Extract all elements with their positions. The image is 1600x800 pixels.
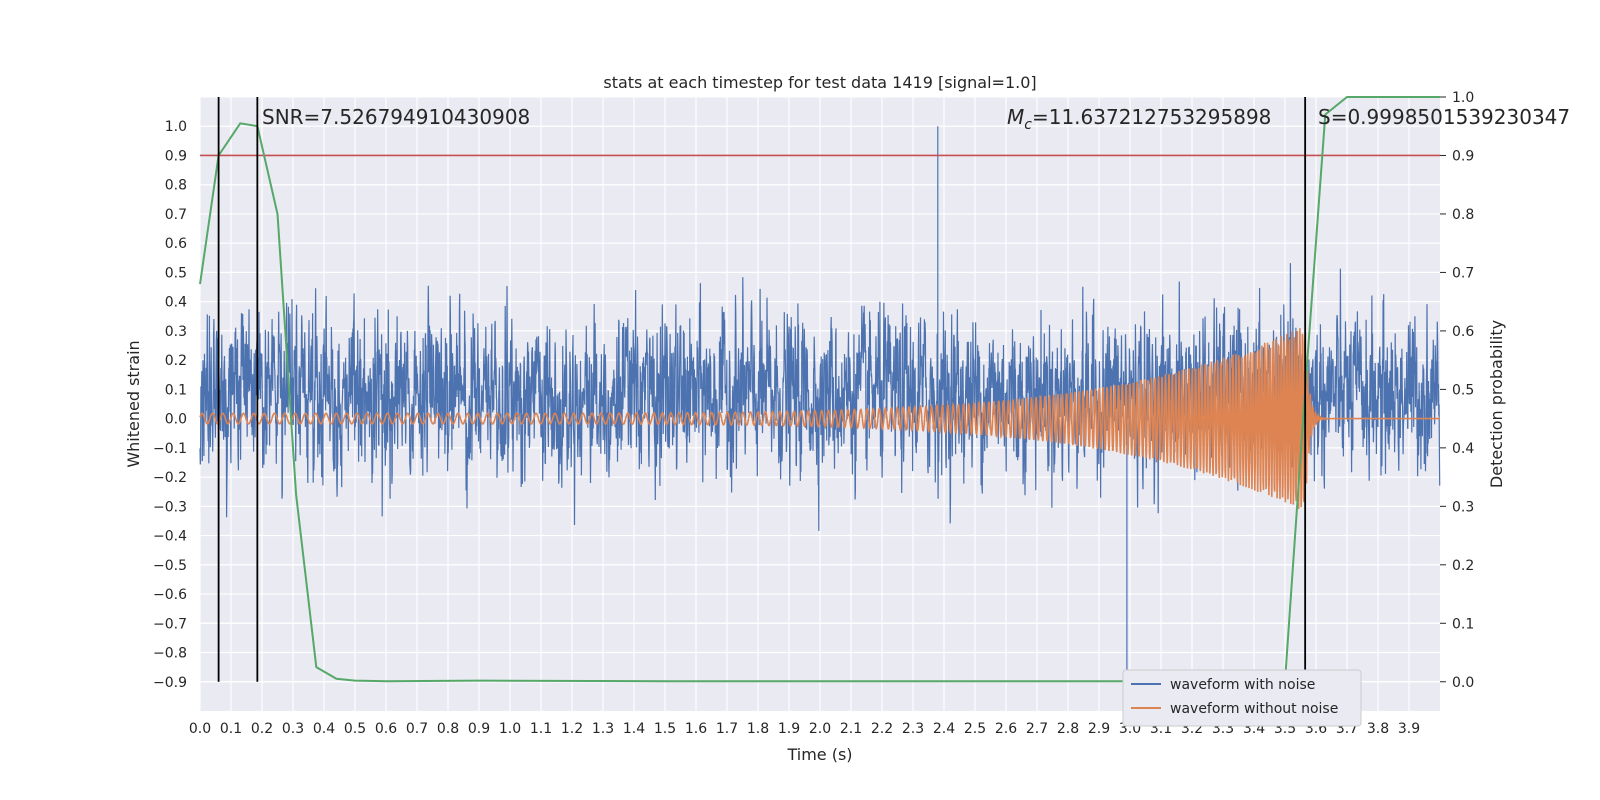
y-axis-label-left: Whitened strain [124, 340, 143, 467]
y-tick-label-left: −0.3 [153, 499, 187, 515]
y-tick-label-right: 0.6 [1452, 324, 1474, 340]
y-tick-label-right: 0.4 [1452, 441, 1474, 457]
x-tick-label: 2.1 [840, 721, 862, 737]
x-tick-label: 1.0 [499, 721, 521, 737]
y-tick-label-right: 0.9 [1452, 148, 1474, 164]
x-tick-label: 1.6 [685, 721, 707, 737]
left-y-ticks: −0.9 −0.8 −0.7 −0.6 −0.5 −0.4 −0.3 −0.2 −0.1 0.0 0… [153, 119, 187, 691]
y-tick-label-left: 0.1 [165, 382, 187, 398]
x-axis-label: Time (s) [786, 745, 852, 764]
y-tick-label-left: −0.2 [153, 470, 187, 486]
x-tick-label: 0.6 [375, 721, 397, 737]
x-tick-label: 0.1 [220, 721, 242, 737]
series-waveform-with-noise [199, 126, 1441, 697]
y-tick-label-left: −0.7 [153, 616, 187, 632]
x-tick-label: 0.3 [282, 721, 304, 737]
y-tick-label-left: 0.0 [165, 412, 187, 428]
x-tick-label: 3.9 [1398, 721, 1420, 737]
x-tick-label: 2.3 [902, 721, 924, 737]
x-tick-label: 0.5 [344, 721, 366, 737]
y-tick-label-right: 0.1 [1452, 616, 1474, 632]
y-tick-label-right: 0.0 [1452, 675, 1474, 691]
y-tick-label-left: 0.8 [165, 178, 187, 194]
y-tick-label-left: 0.2 [165, 353, 187, 369]
y-tick-label-right: 0.2 [1452, 558, 1474, 574]
y-tick-label-left: −0.6 [153, 587, 187, 603]
x-tick-label: 2.7 [1026, 721, 1048, 737]
y-tick-label-left: 0.5 [165, 265, 187, 281]
y-tick-label-right: 0.7 [1452, 265, 1474, 281]
clean-waveform-line [199, 328, 1440, 510]
y-tick-label-left: −0.5 [153, 558, 187, 574]
x-tick-label: 2.4 [933, 721, 955, 737]
series-waveform-without-noise [199, 328, 1440, 510]
y-tick-label-left: −0.1 [153, 441, 187, 457]
x-tick-label: 3.8 [1367, 721, 1389, 737]
annotation-mc-value: =11.637212753295898 [1032, 105, 1271, 129]
y-tick-label-left: 0.4 [165, 295, 187, 311]
y-tick-label-left: −0.9 [153, 675, 187, 691]
probability-line [199, 96, 1440, 683]
annotation-snr: SNR=7.526794910430908 [262, 105, 530, 129]
legend-label-clean: waveform without noise [1170, 701, 1338, 717]
x-tick-label: 1.7 [716, 721, 738, 737]
x-tick-label: 2.0 [809, 721, 831, 737]
x-tick-label: 1.8 [747, 721, 769, 737]
x-tick-label: 0.2 [251, 721, 273, 737]
y-tick-label-right: 0.8 [1452, 207, 1474, 223]
y-tick-label-left: 0.9 [165, 148, 187, 164]
annotation-mc-sub: c [1024, 117, 1032, 133]
x-tick-label: 0.8 [437, 721, 459, 737]
x-tick-label: 0.4 [313, 721, 335, 737]
legend-box [1122, 669, 1362, 727]
y-tick-label-left: 1.0 [165, 119, 187, 135]
x-tick-label: 1.3 [592, 721, 614, 737]
x-tick-label: 2.8 [1057, 721, 1079, 737]
legend-label-noise: waveform with noise [1170, 677, 1315, 693]
x-tick-label: 1.2 [561, 721, 583, 737]
y-tick-label-left: 0.3 [165, 324, 187, 340]
legend: waveform with noise waveform without noi… [1122, 669, 1362, 727]
series-detection-probability [199, 96, 1440, 683]
x-tick-label: 2.5 [964, 721, 986, 737]
y-axis-label-right: Detection probability [1487, 320, 1506, 488]
x-tick-label: 1.9 [778, 721, 800, 737]
x-tick-label: 1.1 [530, 721, 552, 737]
y-tick-label-right: 0.5 [1452, 382, 1474, 398]
noise-waveform-line [199, 126, 1441, 697]
chart-title: stats at each timestep for test data 141… [603, 73, 1036, 92]
x-tick-label: 1.4 [623, 721, 645, 737]
x-tick-label: 2.9 [1088, 721, 1110, 737]
y-tick-label-left: −0.8 [153, 646, 187, 662]
x-tick-label: 0.9 [468, 721, 490, 737]
y-tick-label-left: −0.4 [153, 529, 187, 545]
x-tick-label: 2.2 [871, 721, 893, 737]
x-tick-label: 0.7 [406, 721, 428, 737]
right-y-ticks: 0.0 0.1 0.2 0.3 0.4 0.5 0.6 0.7 0.8 0.9 1.0 [1440, 90, 1474, 691]
annotation-mc-symbol: M [1007, 105, 1024, 129]
y-tick-label-left: 0.7 [165, 207, 187, 223]
annotation-mc: Mc=11.637212753295898 [1007, 105, 1271, 133]
x-tick-label: 0.0 [189, 721, 211, 737]
vertical-markers [217, 97, 1307, 682]
y-tick-label-right: 0.3 [1452, 499, 1474, 515]
annotation-s: S=0.9998501539230347 [1318, 105, 1570, 129]
x-tick-label: 1.5 [654, 721, 676, 737]
y-tick-label-right: 1.0 [1452, 90, 1474, 106]
y-tick-label-left: 0.6 [165, 236, 187, 252]
x-tick-label: 2.6 [995, 721, 1017, 737]
